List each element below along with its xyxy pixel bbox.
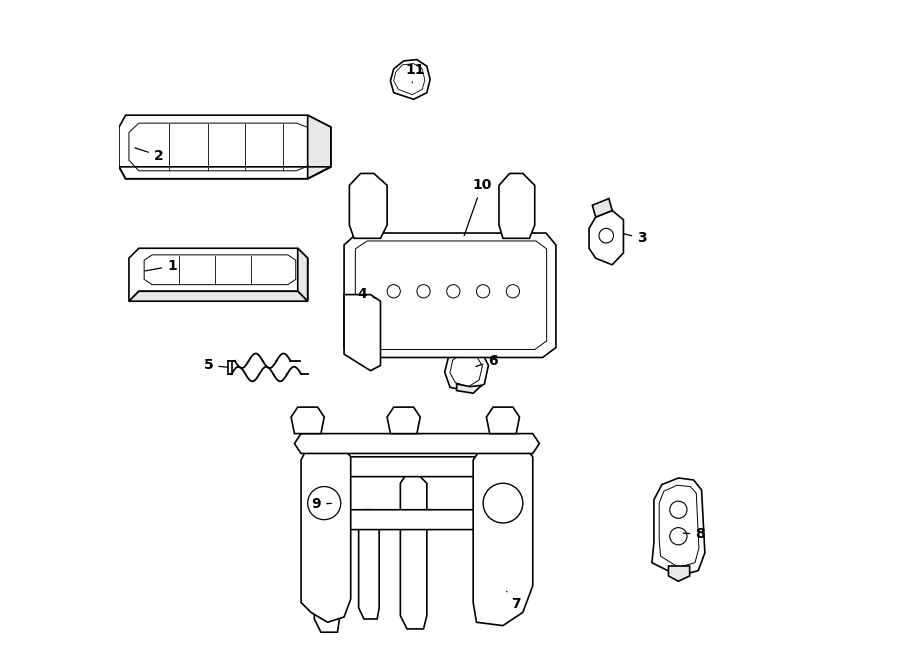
Polygon shape	[490, 553, 526, 609]
Polygon shape	[456, 384, 482, 393]
Circle shape	[483, 483, 523, 523]
Polygon shape	[308, 115, 331, 179]
Text: 6: 6	[476, 354, 498, 368]
Polygon shape	[486, 407, 519, 434]
Polygon shape	[473, 440, 533, 626]
Text: 7: 7	[507, 591, 521, 611]
Polygon shape	[400, 473, 427, 629]
Text: 11: 11	[406, 62, 426, 83]
Circle shape	[308, 487, 341, 520]
Circle shape	[670, 528, 687, 545]
Polygon shape	[119, 115, 331, 179]
Polygon shape	[308, 457, 507, 477]
Polygon shape	[344, 233, 556, 357]
Polygon shape	[592, 199, 612, 217]
Circle shape	[670, 501, 687, 518]
Polygon shape	[358, 510, 379, 619]
Circle shape	[476, 285, 490, 298]
Polygon shape	[349, 173, 387, 238]
Text: 3: 3	[624, 231, 647, 246]
Polygon shape	[363, 318, 396, 341]
Text: 10: 10	[464, 178, 491, 236]
Polygon shape	[344, 295, 381, 371]
Polygon shape	[589, 211, 624, 265]
Polygon shape	[129, 248, 308, 301]
Polygon shape	[308, 510, 507, 530]
Polygon shape	[391, 60, 430, 99]
Text: 8: 8	[683, 527, 705, 542]
Text: 5: 5	[203, 358, 228, 373]
Text: 9: 9	[311, 497, 331, 512]
Circle shape	[387, 285, 400, 298]
Text: 4: 4	[357, 287, 376, 301]
Text: 1: 1	[145, 259, 176, 273]
Text: 2: 2	[135, 148, 164, 163]
Polygon shape	[499, 173, 535, 238]
Circle shape	[598, 228, 614, 243]
Circle shape	[417, 285, 430, 298]
Polygon shape	[129, 291, 308, 301]
Polygon shape	[314, 473, 339, 632]
Polygon shape	[294, 434, 539, 453]
Polygon shape	[387, 407, 420, 434]
Polygon shape	[302, 440, 351, 622]
Polygon shape	[445, 348, 489, 392]
Polygon shape	[652, 478, 705, 576]
Polygon shape	[354, 277, 404, 328]
Polygon shape	[291, 407, 324, 434]
Polygon shape	[298, 248, 308, 301]
Polygon shape	[669, 566, 689, 581]
Circle shape	[507, 285, 519, 298]
Circle shape	[446, 285, 460, 298]
